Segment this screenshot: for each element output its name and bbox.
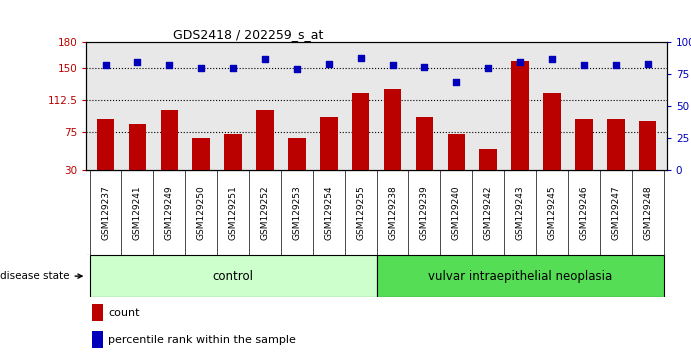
Point <box>323 61 334 67</box>
Bar <box>320 117 337 195</box>
Bar <box>607 119 625 195</box>
Text: GSM129255: GSM129255 <box>356 185 365 240</box>
Bar <box>288 138 305 195</box>
Bar <box>480 149 497 195</box>
Point <box>196 65 207 71</box>
Point <box>292 67 303 72</box>
Text: GSM129245: GSM129245 <box>547 185 556 240</box>
Text: GSM129246: GSM129246 <box>579 185 589 240</box>
Text: GSM129251: GSM129251 <box>229 185 238 240</box>
Text: GSM129253: GSM129253 <box>292 185 301 240</box>
Text: GSM129239: GSM129239 <box>420 185 429 240</box>
Bar <box>511 61 529 195</box>
Point <box>642 61 653 67</box>
Bar <box>92 331 103 348</box>
Text: vulvar intraepithelial neoplasia: vulvar intraepithelial neoplasia <box>428 270 612 282</box>
Bar <box>97 119 114 195</box>
Bar <box>543 93 561 195</box>
Point <box>483 65 494 71</box>
Point <box>164 63 175 68</box>
Text: GSM129248: GSM129248 <box>643 185 652 240</box>
Point <box>259 56 270 62</box>
Point <box>419 64 430 69</box>
Point <box>100 63 111 68</box>
Point <box>227 65 238 71</box>
Text: percentile rank within the sample: percentile rank within the sample <box>108 335 296 345</box>
Text: GSM129254: GSM129254 <box>324 185 333 240</box>
Text: GDS2418 / 202259_s_at: GDS2418 / 202259_s_at <box>173 28 324 41</box>
Text: GSM129247: GSM129247 <box>612 185 621 240</box>
Bar <box>192 138 210 195</box>
Text: count: count <box>108 308 140 318</box>
Bar <box>160 110 178 195</box>
Text: GSM129237: GSM129237 <box>101 185 110 240</box>
Point <box>547 56 558 62</box>
Text: GSM129250: GSM129250 <box>197 185 206 240</box>
Point <box>387 63 398 68</box>
Bar <box>90 255 377 297</box>
Bar <box>92 304 103 321</box>
Bar <box>377 255 663 297</box>
Text: GSM129249: GSM129249 <box>164 185 174 240</box>
Point <box>515 59 526 64</box>
Point <box>610 63 621 68</box>
Point <box>451 79 462 85</box>
Bar <box>448 134 465 195</box>
Text: GSM129241: GSM129241 <box>133 185 142 240</box>
Bar <box>639 121 656 195</box>
Bar <box>575 119 593 195</box>
Text: GSM129240: GSM129240 <box>452 185 461 240</box>
Text: GSM129238: GSM129238 <box>388 185 397 240</box>
Text: disease state: disease state <box>0 271 82 281</box>
Text: GSM129252: GSM129252 <box>261 185 269 240</box>
Point <box>132 59 143 64</box>
Bar <box>225 134 242 195</box>
Point <box>578 63 589 68</box>
Text: GSM129242: GSM129242 <box>484 185 493 240</box>
Bar <box>129 124 146 195</box>
Text: control: control <box>213 270 254 282</box>
Bar <box>352 93 370 195</box>
Text: GSM129243: GSM129243 <box>515 185 524 240</box>
Bar <box>416 117 433 195</box>
Bar <box>256 110 274 195</box>
Point <box>355 55 366 61</box>
Bar <box>384 89 401 195</box>
